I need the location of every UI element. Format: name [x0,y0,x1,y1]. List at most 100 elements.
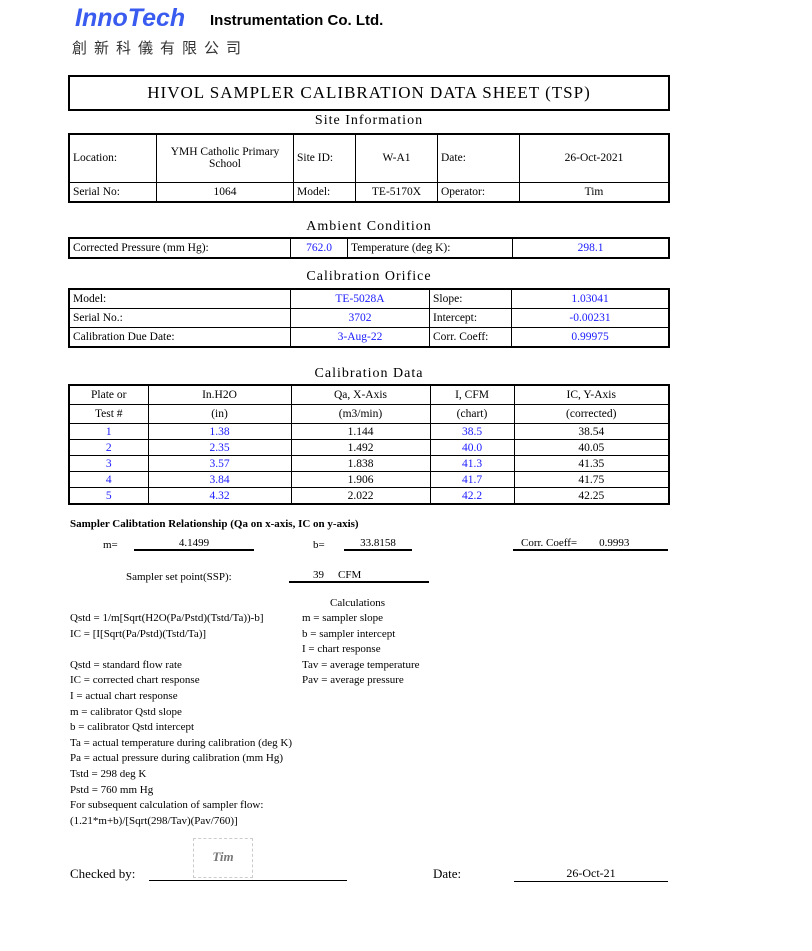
pressure-label: Corrected Pressure (mm Hg): [68,237,291,259]
calc-line: I = chart response [302,643,381,656]
calc-line: (1.21*m+b)/[Sqrt(298/Tav)(Pav/760)] [70,814,238,827]
company-name: Instrumentation Co. Ltd. [210,12,384,29]
column-header: Test # [68,404,149,424]
company-logo: InnoTech [75,4,186,32]
site-heading: Site Information [314,113,424,128]
table-row: 2 2.35 1.492 40.0 40.05 [68,439,670,456]
orifice-model-label: Model: [68,288,291,309]
table-cell: 1 [68,423,149,440]
calc-line: Pa = actual pressure during calibration … [70,752,284,765]
calc-line [70,642,292,658]
orifice-model-value: TE-5028A [290,288,430,309]
corr-coeff: Corr. Coeff= 0.9993 [513,537,668,551]
corr-coeff-value: 0.9993 [599,537,630,549]
table-cell: 4.32 [147,487,292,505]
ssp-label: Sampler set point(SSP): [126,571,232,583]
calibration-data-table: Plate or In.H2O Qa, X-Axis I, CFM IC, Y-Axis… [68,384,670,505]
calc-line: Qstd = 1/m[Sqrt(H2O(Pa/Pstd)(Tstd/Ta))-b… [70,612,264,624]
location-value: YMH Catholic Primary School [156,133,294,183]
table-cell: 3.84 [147,471,292,488]
table-cell: 1.906 [290,471,431,488]
table-cell: 5 [68,487,149,505]
company-name-chinese: 創新科儀有限公司 [72,41,249,57]
pressure-value: 762.0 [290,237,348,259]
table-cell: 38.5 [429,423,515,440]
slope-value: 1.03041 [511,288,670,309]
intercept-label: Intercept: [429,308,512,328]
m-value: 4.1499 [134,537,254,551]
calc-line: b = sampler intercept [302,627,396,640]
ssp-value: 39 [313,569,324,581]
table-cell: 40.05 [513,439,670,456]
column-header: Plate or [68,384,149,405]
corr-label: Corr. Coeff: [429,327,512,348]
date-label: Date: [437,133,520,183]
location-label: Location: [68,133,157,183]
table-cell: 2.022 [290,487,431,505]
signature: Tim [193,838,253,878]
calc-left: Qstd = 1/m[Sqrt(H2O(Pa/Pstd)(Tstd/Ta))-b… [70,611,292,829]
relationship-heading: Sampler Calibtation Relationship (Qa on … [70,518,359,530]
calc-line: I = actual chart response [70,689,178,702]
calc-heading: Calculations [330,597,385,609]
table-row: 5 4.32 2.022 42.2 42.25 [68,487,670,505]
date-footer-value: 26-Oct-21 [514,866,668,882]
table-cell: 41.7 [429,471,515,488]
temp-value: 298.1 [512,237,670,259]
serial-value: 1064 [156,181,294,202]
table-cell: 42.2 [429,487,515,505]
ssp-unit: CFM [338,569,362,581]
checked-by-line [149,880,347,881]
table-cell: 41.3 [429,455,515,472]
calc-line: Ta = actual temperature during calibrati… [70,736,292,749]
model-value: TE-5170X [355,181,438,202]
table-row: 1 1.38 1.144 38.5 38.54 [68,423,670,440]
date-footer-label: Date: [433,866,462,881]
caldata-heading: Calibration Data [314,366,424,381]
calc-right: m = sampler slope b = sampler intercept I … [302,611,420,689]
column-header: (m3/min) [290,404,431,424]
corr-coeff-label: Corr. Coeff= [521,537,578,549]
temp-label: Temperature (deg K): [347,237,513,259]
column-header: (chart) [429,404,515,424]
corr-value: 0.99975 [511,327,670,348]
orifice-table: Model: TE-5028A Slope: 1.03041 Serial No.: 3… [68,288,670,348]
column-header: Qa, X-Axis [290,384,431,405]
site-id-value: W-A1 [355,133,438,183]
column-header: (in) [147,404,292,424]
table-cell: 3 [68,455,149,472]
calc-line: IC = [I[Sqrt(Pa/Pstd)(Tstd/Ta)] [70,627,207,640]
table-row: 4 3.84 1.906 41.7 41.75 [68,471,670,488]
b-value: 33.8158 [344,537,412,551]
calc-line: b = calibrator Qstd intercept [70,721,195,734]
calc-line: m = calibrator Qstd slope [70,705,182,718]
table-cell: 2.35 [147,439,292,456]
ssp: 39 CFM [289,569,429,583]
calc-line: Tstd = 298 deg K [70,767,147,780]
calc-line: Pstd = 760 mm Hg [70,783,154,796]
table-cell: 3.57 [147,455,292,472]
table-cell: 1.38 [147,423,292,440]
site-table: Location: YMH Catholic Primary School Site… [68,133,670,203]
column-header: IC, Y-Axis [513,384,670,405]
calc-line: m = sampler slope [302,612,384,624]
b-label: b= [313,539,325,551]
table-cell: 41.35 [513,455,670,472]
slope-label: Slope: [429,288,512,309]
calc-line: Pav = average pressure [302,674,404,687]
table-cell: 38.54 [513,423,670,440]
due-date-label: Calibration Due Date: [68,327,291,348]
due-date-value: 3-Aug-22 [290,327,430,348]
serial-label: Serial No: [68,181,157,202]
site-id-label: Site ID: [293,133,356,183]
orifice-serial-label: Serial No.: [68,308,291,328]
calc-line: Tav = average temperature [302,658,420,671]
intercept-value: -0.00231 [511,308,670,328]
ambient-table: Corrected Pressure (mm Hg): 762.0 Temperat… [68,237,670,259]
table-cell: 1.144 [290,423,431,440]
orifice-serial-value: 3702 [290,308,430,328]
ambient-heading: Ambient Condition [306,219,432,234]
date-value: 26-Oct-2021 [519,133,670,183]
table-row: 3 3.57 1.838 41.3 41.35 [68,455,670,472]
table-cell: 4 [68,471,149,488]
